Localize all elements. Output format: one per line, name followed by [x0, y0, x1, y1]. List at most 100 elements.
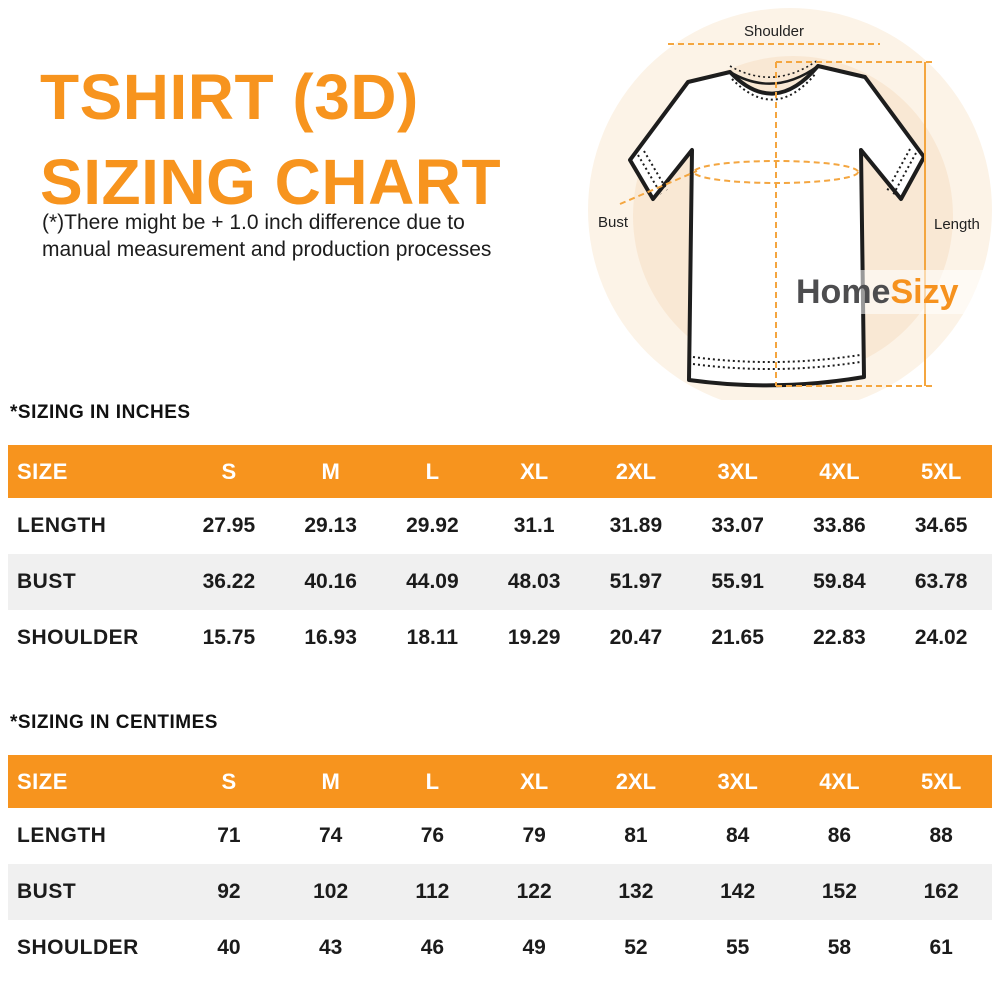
cell: 86	[827, 824, 852, 847]
length-extension-lines	[776, 61, 932, 387]
header-cell: 2XL	[615, 458, 657, 484]
cell: 132	[618, 880, 654, 903]
header-cell: S	[221, 458, 237, 484]
header-cell: M	[321, 768, 340, 794]
header-cell: 5XL	[920, 458, 962, 484]
cell: 34.65	[914, 514, 968, 537]
page-title: TSHIRT (3D) SIZING CHART	[40, 55, 501, 225]
header-cell: 3XL	[717, 458, 758, 484]
collar-inner-arc	[729, 64, 819, 85]
sizing-inches-heading: *SIZING IN INCHES	[10, 402, 191, 423]
tshirt-measure-diagram: Shoulder Bust Length Home Sizy	[580, 0, 1000, 400]
bust-pointer-line	[619, 170, 698, 205]
cell: 52	[624, 936, 648, 959]
cell: 63.78	[914, 570, 968, 593]
cell: 92	[217, 880, 241, 903]
cell: 55.91	[711, 570, 764, 593]
cell: 29.92	[406, 514, 459, 537]
row-label: BUST	[17, 880, 77, 903]
cell: 152	[821, 880, 857, 903]
tshirt-diagram-svg: Shoulder Bust Length	[588, 8, 992, 400]
cell: 27.95	[202, 514, 256, 537]
cell: 44.09	[406, 570, 459, 593]
cell: 81	[624, 824, 648, 847]
cell: 71	[217, 824, 241, 847]
cell: 84	[725, 824, 750, 847]
header-row: SIZE S M L XL 2XL 3XL 4XL 5XL	[8, 755, 992, 808]
logo-sizy: Sizy	[890, 272, 959, 311]
cell: 79	[522, 824, 546, 847]
cell: 46	[420, 936, 445, 959]
title-line-2: SIZING CHART	[40, 145, 502, 218]
cell: 55	[725, 936, 750, 959]
table-row-bust: BUST 36.22 40.16 44.09 48.03 51.97 55.91…	[8, 554, 992, 610]
header-cell-size: SIZE	[17, 768, 68, 794]
length-label: Length	[934, 216, 980, 233]
cell: 102	[313, 880, 349, 903]
header-cell: 5XL	[920, 768, 962, 794]
cell: 40.16	[304, 570, 357, 593]
title-line-1: TSHIRT (3D)	[40, 60, 419, 133]
sizing-cm-heading: *SIZING IN CENTIMES	[10, 712, 218, 733]
table-row-shoulder: SHOULDER 15.75 16.93 18.11 19.29 20.47 2…	[8, 610, 992, 666]
cell: 33.07	[711, 514, 764, 537]
table-row-shoulder: SHOULDER 40 43 46 49 52 55 58 61	[8, 920, 992, 976]
cell: 76	[420, 824, 445, 847]
bust-measure-ellipse	[693, 160, 859, 184]
cell: 31.89	[609, 514, 663, 537]
cell: 74	[318, 824, 343, 847]
logo-home: Home	[796, 272, 891, 311]
header-cell: 4XL	[819, 458, 860, 484]
disclaimer-line-2: manual measurement and production proces…	[42, 238, 492, 261]
cell: 29.13	[304, 514, 357, 537]
cell: 61	[929, 936, 953, 959]
cell: 15.75	[202, 626, 256, 649]
cell: 18.11	[406, 626, 459, 649]
cell: 21.65	[711, 626, 764, 649]
collar-top-stitching	[729, 59, 819, 78]
cell: 20.47	[609, 626, 663, 649]
cell: 48.03	[507, 570, 561, 593]
row-label: LENGTH	[17, 824, 107, 847]
header-cell: S	[221, 768, 237, 794]
table-row-length: LENGTH 71 74 76 79 81 84 86 88	[8, 808, 992, 864]
cell: 16.93	[304, 626, 357, 649]
table-row-bust: BUST 92 102 112 122 132 142 152 162	[8, 864, 992, 920]
cell: 36.22	[202, 570, 256, 593]
header-row: SIZE S M L XL 2XL 3XL 4XL 5XL	[8, 445, 992, 498]
header-cell-size: SIZE	[17, 458, 68, 484]
header-cell: M	[321, 458, 340, 484]
cell: 24.02	[914, 626, 968, 649]
disclaimer-line-1: (*)There might be + 1.0 inch difference …	[42, 211, 465, 234]
row-label: SHOULDER	[17, 936, 139, 959]
header-cell: XL	[520, 458, 549, 484]
cell: 31.1	[513, 514, 555, 537]
table-row-length: LENGTH 27.95 29.13 29.92 31.1 31.89 33.0…	[8, 498, 992, 554]
header-cell: 2XL	[615, 768, 657, 794]
cell: 22.83	[813, 626, 866, 649]
cell: 40	[217, 936, 241, 959]
cell: 49	[522, 936, 546, 959]
cell: 51.97	[609, 570, 663, 593]
cell: 122	[516, 880, 552, 903]
bust-label: Bust	[598, 214, 629, 231]
cell: 59.84	[813, 570, 866, 593]
header-cell: 3XL	[717, 768, 758, 794]
cell: 19.29	[507, 626, 561, 649]
cell: 162	[923, 880, 959, 903]
row-label: SHOULDER	[17, 626, 139, 649]
collar-stitching	[731, 72, 817, 101]
row-label: BUST	[17, 570, 77, 593]
cell: 142	[720, 880, 756, 903]
cell: 43	[318, 936, 343, 959]
sizing-table-cm: SIZE S M L XL 2XL 3XL 4XL 5XL LENGTH 71 …	[8, 755, 992, 976]
cell: 33.86	[813, 514, 866, 537]
sizing-table-inches: SIZE S M L XL 2XL 3XL 4XL 5XL LENGTH 27.…	[8, 445, 992, 666]
header-cell: 4XL	[819, 768, 860, 794]
header-cell: L	[425, 458, 440, 484]
cell: 58	[827, 936, 852, 959]
cell: 112	[415, 880, 450, 903]
header-cell: L	[425, 768, 440, 794]
row-label: LENGTH	[17, 514, 107, 537]
